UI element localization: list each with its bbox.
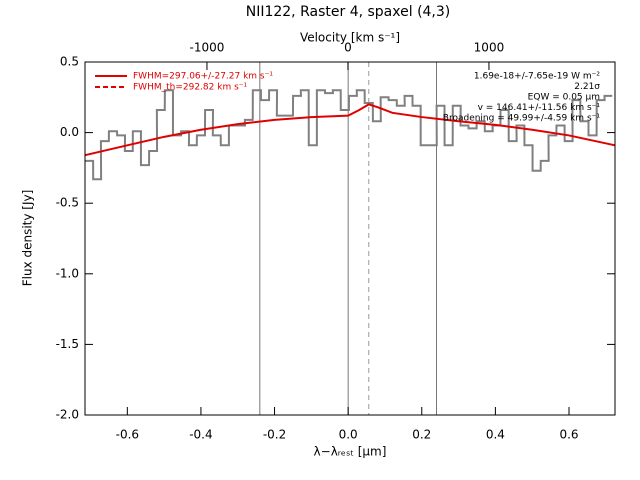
x2-tick-label: 1000 (474, 41, 505, 55)
x-tick-label: -0.4 (189, 428, 212, 442)
x-tick-label: 0.4 (486, 428, 505, 442)
x-tick-label: -0.2 (263, 428, 286, 442)
annotation: EQW = 0.05 μm (528, 93, 600, 103)
x2-axis-label: Velocity [km s⁻¹] (300, 31, 400, 45)
x-tick-label: 0.0 (339, 428, 358, 442)
x-axis-label: λ−λᵣₑₛₜ [μm] (314, 445, 387, 459)
y-tick-label: -1.5 (56, 337, 79, 351)
annotation: v = 146.41+/-11.56 km s⁻¹ (478, 103, 601, 113)
y-axis-label: Flux density [Jy] (21, 190, 35, 287)
annotation: 2.21σ (574, 82, 600, 92)
y-tick-label: 0.5 (60, 55, 79, 69)
y-tick-label: -0.5 (56, 196, 79, 210)
chart-title: NII122, Raster 4, spaxel (4,3) (246, 4, 451, 20)
plot-frame (84, 61, 616, 416)
y-tick-label: 0.0 (60, 125, 79, 139)
x-tick-label: 0.6 (559, 428, 578, 442)
x-tick-label: 0.2 (412, 428, 431, 442)
x2-tick-label: 0 (344, 41, 352, 55)
annotation: Broadening = 49.99+/-4.59 km s⁻¹ (443, 114, 601, 124)
legend-label: FWHM_th=292.82 km s⁻¹ (133, 83, 248, 93)
fit-line (84, 103, 616, 157)
y-tick-label: -2.0 (56, 408, 79, 422)
x-tick-label: -0.6 (116, 428, 139, 442)
x2-tick-label: -1000 (190, 41, 225, 55)
y-tick-label: -1.0 (56, 266, 79, 280)
annotation: 1.69e-18+/-7.65e-19 W m⁻² (474, 72, 601, 82)
legend-label: FWHM=297.06+/-27.27 km s⁻¹ (133, 72, 273, 82)
